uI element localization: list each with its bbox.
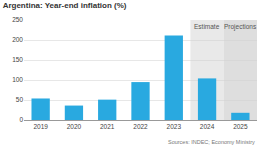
svg-text:Projections: Projections [224, 23, 257, 31]
svg-text:2021: 2021 [100, 123, 115, 130]
svg-text:2022: 2022 [133, 123, 148, 130]
svg-text:Estimate: Estimate [194, 23, 220, 30]
svg-text:2020: 2020 [67, 123, 82, 130]
svg-text:2025: 2025 [233, 123, 248, 130]
svg-text:Sources: INDEC; Economy Minist: Sources: INDEC; Economy Ministry [168, 139, 255, 145]
svg-text:Argentina: Year-end inflation: Argentina: Year-end inflation (%) [3, 1, 127, 10]
svg-text:2024: 2024 [200, 123, 215, 130]
svg-text:250: 250 [12, 16, 23, 23]
svg-text:2019: 2019 [33, 123, 48, 130]
svg-text:100: 100 [12, 76, 23, 83]
svg-text:50: 50 [16, 96, 24, 103]
svg-text:0: 0 [19, 116, 23, 123]
svg-text:200: 200 [12, 36, 23, 43]
svg-text:2023: 2023 [167, 123, 182, 130]
svg-text:150: 150 [12, 56, 23, 63]
